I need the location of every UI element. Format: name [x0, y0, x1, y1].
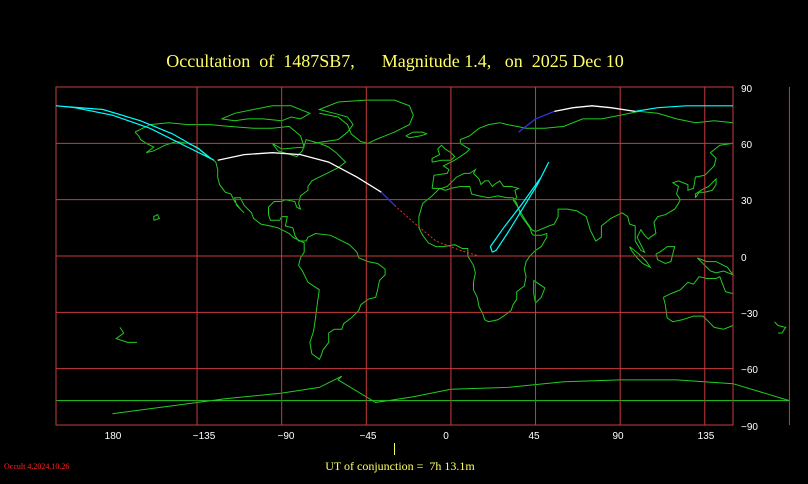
x-tick-label: −90: [277, 431, 295, 442]
x-tick-label: 180: [104, 431, 122, 442]
coastline: [533, 279, 546, 304]
x-tick-label: 0: [443, 431, 449, 442]
x-tick-label: −135: [192, 431, 216, 442]
x-tick-label: −45: [359, 431, 377, 442]
coastline: [431, 110, 734, 254]
software-credit: Occult 4.2024.10.26: [4, 462, 70, 471]
y-tick-label: 60: [741, 140, 753, 151]
ut-conjunction-text: UT of conjunction = 7h 13.1m: [325, 459, 475, 473]
y-tick-label: −60: [741, 365, 758, 376]
coastline: [431, 144, 456, 163]
coastline: [655, 246, 676, 265]
coastline: [134, 122, 386, 361]
coastline: [696, 257, 735, 276]
path-limit-curve: [55, 105, 215, 161]
coastline: [221, 105, 312, 122]
chart-title: Occultation of 1487SB7, Magnitude 1.4, o…: [166, 51, 624, 71]
occultation-path-twilight: [518, 110, 555, 133]
coastline: [418, 186, 548, 323]
coastline: [115, 327, 137, 343]
conjunction-marker: [394, 443, 395, 455]
y-tick-label: −30: [741, 309, 758, 320]
y-tick-label: −90: [741, 422, 758, 433]
x-tick-label: 45: [528, 431, 540, 442]
coastline: [662, 276, 734, 330]
y-tick-label: 30: [741, 196, 753, 207]
y-tick-label: 0: [741, 253, 747, 264]
coastline: [112, 375, 790, 415]
x-tick-label: 90: [612, 431, 624, 442]
occultation-path-dark-sky: [217, 152, 382, 193]
coastline: [774, 321, 787, 334]
path-limit-curve: [489, 161, 550, 253]
occultation-path-dark-sky: [554, 105, 636, 113]
x-tick-label: 135: [697, 431, 715, 442]
path-limit-curve: [635, 105, 733, 112]
y-tick-label: 90: [741, 84, 753, 95]
occultation-path-daylight: [394, 204, 480, 257]
map-frame: [55, 86, 734, 426]
coastline: [153, 214, 161, 221]
coastline: [694, 177, 717, 199]
coastline: [629, 246, 652, 269]
coastline: [313, 99, 414, 144]
occultation-path-twilight: [380, 191, 395, 206]
coastline: [405, 131, 428, 139]
